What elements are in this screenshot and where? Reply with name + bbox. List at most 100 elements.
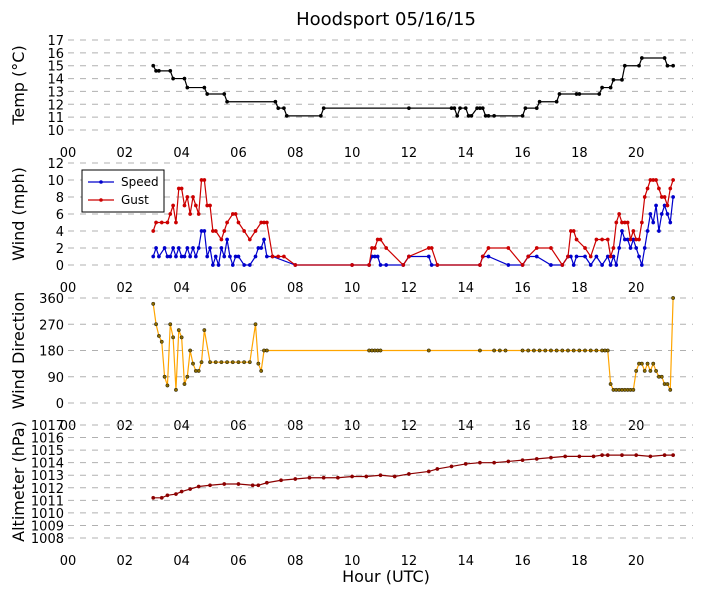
altimeter-point bbox=[165, 493, 170, 498]
gust-point bbox=[151, 229, 156, 233]
temp-ytick-label: 15 bbox=[47, 60, 64, 75]
altimeter-ytick-label: 1017 bbox=[31, 419, 64, 434]
gust-point bbox=[372, 246, 377, 250]
direction-point bbox=[253, 322, 258, 327]
wind-xtick-label: 16 bbox=[514, 281, 531, 296]
temp-point bbox=[463, 106, 468, 111]
speed-point bbox=[594, 254, 599, 259]
temp-point bbox=[637, 63, 641, 68]
altimeter-point bbox=[478, 460, 482, 465]
direction-ytick-label: 270 bbox=[39, 318, 64, 333]
altimeter-ytick-label: 1016 bbox=[31, 432, 64, 447]
speed-point bbox=[253, 254, 258, 259]
direction-point bbox=[213, 360, 218, 365]
altimeter-point bbox=[520, 458, 525, 463]
direction-point bbox=[639, 361, 644, 366]
altimeter-point bbox=[577, 454, 582, 459]
gust-point bbox=[182, 203, 187, 208]
temp-ytick-label: 12 bbox=[47, 98, 64, 113]
speed-point bbox=[188, 254, 193, 259]
temp-point bbox=[321, 106, 326, 111]
altimeter-point bbox=[492, 460, 497, 465]
gust-point bbox=[264, 220, 269, 225]
direction-point bbox=[645, 361, 650, 366]
speed-point bbox=[168, 254, 173, 259]
temp-point bbox=[452, 106, 457, 111]
speed-point bbox=[378, 263, 383, 267]
direction-y-axis-label: Wind Direction bbox=[9, 292, 28, 410]
direction-point bbox=[554, 348, 559, 353]
direction-point bbox=[583, 348, 587, 353]
speed-point bbox=[583, 254, 587, 259]
gust-point bbox=[193, 203, 198, 208]
direction-point bbox=[236, 360, 241, 365]
gust-point bbox=[614, 220, 619, 225]
temp-point bbox=[205, 92, 210, 96]
direction-point bbox=[654, 369, 658, 373]
gust-point bbox=[534, 246, 539, 250]
temp-ytick-label: 11 bbox=[47, 111, 64, 126]
gust-point bbox=[179, 186, 184, 191]
speed-point bbox=[486, 254, 491, 259]
direction-point bbox=[651, 361, 656, 366]
altimeter-point bbox=[335, 475, 340, 480]
altimeter-point bbox=[378, 473, 383, 478]
direction-point bbox=[497, 348, 502, 353]
speed-point bbox=[671, 195, 676, 199]
temp-point bbox=[557, 92, 562, 96]
gust-point bbox=[236, 220, 241, 225]
legend-box bbox=[81, 169, 165, 213]
speed-point bbox=[645, 229, 650, 233]
direction-ytick-label: 90 bbox=[47, 371, 64, 386]
direction-point bbox=[230, 360, 235, 365]
gust-point bbox=[159, 220, 164, 225]
wind-xtick-label: 14 bbox=[457, 281, 474, 296]
direction-xtick-label: 00 bbox=[60, 419, 77, 434]
gust-point bbox=[154, 220, 158, 225]
gust-point bbox=[583, 246, 587, 250]
temp-point bbox=[665, 63, 670, 68]
altimeter-xtick-label: 14 bbox=[457, 554, 474, 569]
altimeter-y-axis-label: Altimeter (hPa) bbox=[9, 421, 28, 542]
direction-point bbox=[503, 348, 508, 353]
altimeter-ytick-label: 1008 bbox=[31, 532, 64, 547]
temp-line bbox=[152, 57, 674, 118]
direction-point bbox=[577, 348, 582, 353]
wind-ytick-label: 6 bbox=[56, 208, 64, 223]
gust-point bbox=[506, 246, 511, 250]
gust-point bbox=[270, 254, 275, 259]
altimeter-ytick-label: 1009 bbox=[31, 519, 64, 534]
gust-line bbox=[152, 179, 674, 267]
gust-point bbox=[665, 203, 670, 208]
gust-point bbox=[378, 237, 383, 242]
direction-ytick-label: 180 bbox=[39, 345, 64, 360]
direction-xtick-label: 18 bbox=[571, 419, 588, 434]
direction-point bbox=[171, 335, 176, 340]
altimeter-ytick-label: 1012 bbox=[31, 482, 64, 497]
temp-ytick-label: 16 bbox=[47, 47, 64, 62]
temp-point bbox=[486, 113, 491, 118]
direction-point bbox=[162, 374, 167, 379]
temp-xtick-label: 04 bbox=[173, 146, 190, 161]
direction-point bbox=[182, 382, 187, 386]
direction-point bbox=[549, 348, 553, 353]
direction-point bbox=[426, 348, 431, 353]
gust-point bbox=[600, 237, 604, 242]
speed-point bbox=[384, 263, 389, 267]
direction-point bbox=[671, 296, 676, 300]
speed-point bbox=[193, 254, 198, 259]
gust-point bbox=[276, 254, 281, 259]
gust-point bbox=[608, 254, 613, 259]
wind-xtick-label: 18 bbox=[571, 281, 588, 296]
direction-panel: 0 90 180 270 360 00 02 04 06 08 10 12 14 16 18 20 Wind D… bbox=[9, 292, 693, 434]
speed-point bbox=[639, 263, 644, 267]
wind-xtick-label: 02 bbox=[117, 281, 134, 296]
direction-point bbox=[594, 348, 599, 353]
gust-point bbox=[174, 220, 178, 225]
temp-point bbox=[282, 106, 286, 111]
direction-point bbox=[588, 348, 593, 353]
temp-point bbox=[492, 113, 497, 118]
wind-ytick-label: 0 bbox=[56, 259, 64, 274]
